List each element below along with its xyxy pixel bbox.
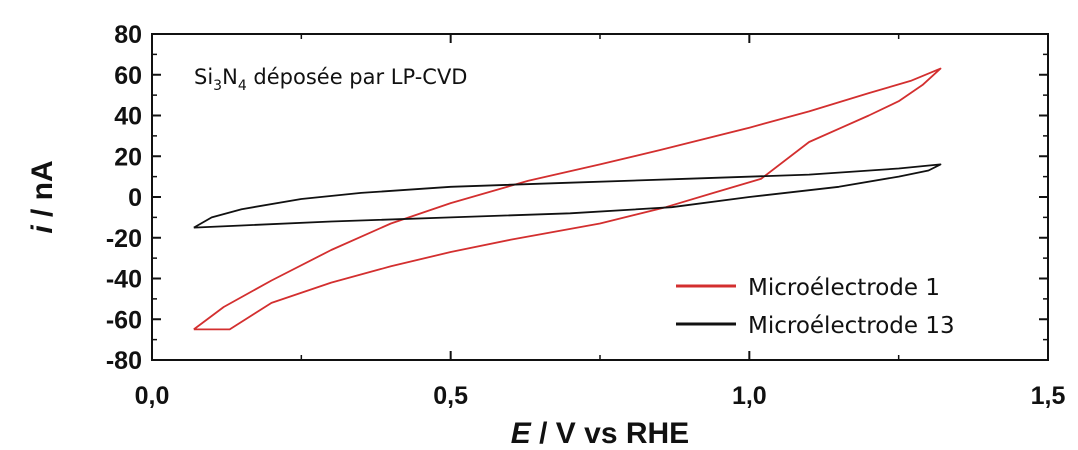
y-tick-label: 40 bbox=[114, 103, 142, 131]
x-tick-label: 0,0 bbox=[135, 382, 170, 410]
y-tick-label: 20 bbox=[114, 143, 142, 171]
y-tick-label: 80 bbox=[114, 21, 142, 49]
y-tick-label: -80 bbox=[106, 347, 142, 375]
x-axis-ticks: 0,0 0,5 1,0 1,5 bbox=[135, 34, 1066, 410]
y-axis-title: i / nA bbox=[26, 160, 59, 233]
annotation: Si3N4 déposée par LP-CVD bbox=[194, 65, 467, 94]
y-axis-ticks: 80 60 40 20 0 -20 -40 -60 -80 bbox=[106, 21, 1048, 375]
x-tick-label: 1,0 bbox=[732, 382, 767, 410]
y-tick-label: -60 bbox=[106, 306, 142, 334]
legend-label-series-2: Microélectrode 13 bbox=[748, 313, 955, 339]
x-axis-title: E / V vs RHE bbox=[511, 417, 689, 450]
series-line-1 bbox=[193, 67, 942, 331]
series-line-2 bbox=[193, 163, 942, 229]
y-tick-label: 60 bbox=[114, 62, 142, 90]
y-tick-label: 0 bbox=[128, 184, 142, 212]
legend-label-series-1: Microélectrode 1 bbox=[748, 275, 940, 301]
y-tick-label: -20 bbox=[106, 225, 142, 253]
y-tick-label: -40 bbox=[106, 266, 142, 294]
legend: Microélectrode 1 Microélectrode 13 bbox=[676, 275, 955, 339]
x-tick-label: 0,5 bbox=[433, 382, 468, 410]
x-tick-label: 1,5 bbox=[1031, 382, 1066, 410]
series-layer bbox=[193, 67, 942, 331]
